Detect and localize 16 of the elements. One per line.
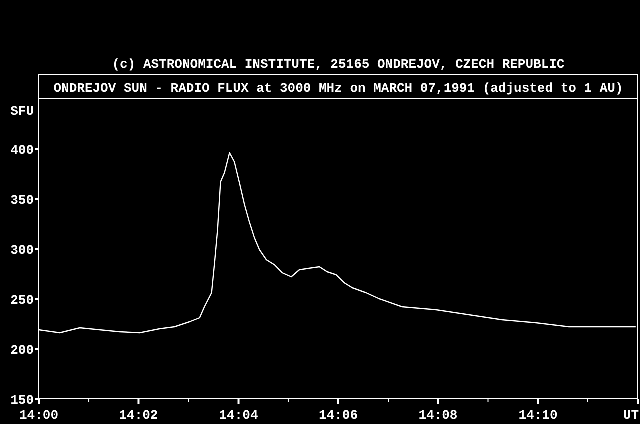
chart-title: ONDREJOV SUN - RADIO FLUX at 3000 MHz on MARCH 07,1991 (adjusted to 1 AU) [54, 81, 624, 96]
y-tick-label: 350 [10, 193, 34, 208]
x-tick-label: 14:08 [418, 408, 458, 423]
y-tick-label: 250 [10, 293, 34, 308]
text: (c) ASTRONOMICAL INSTITUTE, 25165 ONDREJOV, CZECH REPUBLIC [112, 57, 565, 72]
x-tick-label: 14:00 [19, 408, 59, 423]
x-tick-label: 14:10 [518, 408, 558, 423]
x-tick-label: 14:04 [219, 408, 258, 423]
y-tick-label: 400 [10, 143, 34, 158]
y-axis-title: SFU [10, 104, 34, 119]
y-tick-label: 150 [10, 393, 34, 408]
y-tick-label: 300 [10, 243, 34, 258]
x-tick-label: 14:06 [318, 408, 358, 423]
x-tick-label: UT [623, 408, 640, 423]
y-tick-label: 200 [10, 343, 34, 358]
x-tick-label: 14:02 [119, 408, 158, 423]
